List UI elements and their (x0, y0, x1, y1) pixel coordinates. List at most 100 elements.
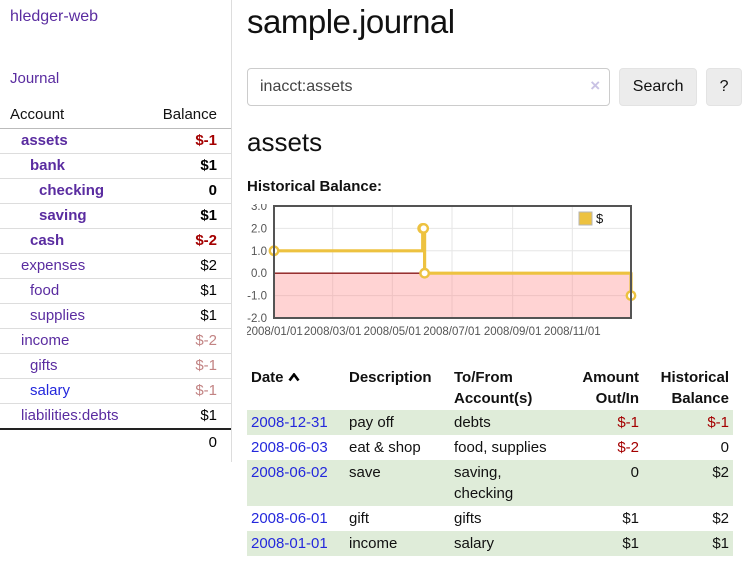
account-row: bank $1 (0, 154, 231, 179)
svg-text:2008/09/01: 2008/09/01 (484, 326, 542, 338)
sidebar: hledger-web Journal Account Balance asse… (0, 0, 232, 462)
svg-text:2.0: 2.0 (251, 223, 267, 235)
register-date-cell: 2008-06-03 (247, 435, 345, 460)
register-date-cell: 2008-01-01 (247, 531, 345, 556)
register-amount-cell: $1 (622, 535, 639, 552)
transaction-date-link[interactable]: 2008-01-01 (251, 535, 328, 552)
register-accounts-cell: salary (454, 535, 495, 552)
account-balance: $2 (200, 257, 217, 274)
account-link[interactable]: checking (39, 182, 105, 199)
help-button[interactable]: ? (706, 68, 742, 106)
account-link[interactable]: supplies (30, 307, 86, 324)
register-description-cell: gift (349, 510, 370, 527)
account-balance: $1 (200, 207, 217, 224)
column-header-amount: Amount Out/In (582, 369, 639, 407)
svg-text:-1.0: -1.0 (247, 291, 267, 303)
register-amount-cell: 0 (630, 464, 639, 481)
search-input[interactable] (247, 68, 611, 106)
app-brand-link[interactable]: hledger-web (10, 8, 99, 25)
sidebar-item-journal[interactable]: Journal (10, 70, 60, 87)
register-description-cell: eat & shop (349, 439, 421, 456)
account-balance: 0 (208, 182, 217, 199)
register-table: Date Description To/From Account(s) Amou… (247, 366, 733, 556)
account-row: gifts $-1 (0, 354, 231, 379)
historical-balance-chart: $3.0 2.0 1.0 0.0 -1.0 -2.0 2008/01/01 2008/03/0… (247, 204, 742, 344)
transaction-date-link[interactable]: 2008-06-02 (251, 464, 328, 481)
account-row: income $-2 (0, 329, 231, 354)
account-balance: $1 (200, 407, 217, 424)
accounts-rows: assets $-1 bank $1 checking 0 saving $1 cash $-2 e… (0, 129, 231, 428)
svg-text:2008/03/01: 2008/03/01 (304, 326, 362, 338)
chart-title: Historical Balance: (247, 178, 383, 195)
register-description-cell: income (349, 535, 398, 552)
account-balance: $-2 (195, 332, 217, 349)
account-link[interactable]: gifts (30, 357, 58, 374)
account-balance: $-1 (195, 357, 217, 374)
column-header-date[interactable]: Date (247, 366, 345, 410)
account-row: cash $-2 (0, 229, 231, 254)
account-row: supplies $1 (0, 304, 231, 329)
account-link[interactable]: assets (21, 132, 68, 149)
register-row: 2008-06-03 eat & shop food, supplies $-2 0 (247, 435, 733, 460)
search-button[interactable]: Search (619, 68, 698, 106)
account-link[interactable]: liabilities:debts (21, 407, 119, 424)
account-balance: $-2 (195, 232, 217, 249)
svg-text:2008/05/01: 2008/05/01 (364, 326, 422, 338)
register-date-cell: 2008-12-31 (247, 410, 345, 435)
main-content: sample.journal × Search ? assets Histori… (247, 0, 742, 556)
accounts-header-account: Account (10, 106, 65, 123)
register-date-cell: 2008-06-02 (247, 460, 345, 506)
accounts-header-balance: Balance (162, 106, 217, 123)
account-heading: assets (247, 127, 323, 157)
search-form: × Search ? (247, 68, 742, 106)
account-row: assets $-1 (0, 129, 231, 154)
account-row: checking 0 (0, 179, 231, 204)
register-description-cell: save (349, 464, 381, 481)
register-balance-cell: $2 (712, 464, 729, 481)
account-row: saving $1 (0, 204, 231, 229)
column-header-accounts: To/From Account(s) (454, 369, 533, 407)
column-header-description: Description (349, 369, 432, 386)
register-row: 2008-01-01 income salary $1 $1 (247, 531, 733, 556)
page-title: sample.journal (247, 3, 455, 40)
transaction-date-link[interactable]: 2008-06-01 (251, 510, 328, 527)
register-date-cell: 2008-06-01 (247, 506, 345, 531)
svg-text:1.0: 1.0 (251, 246, 267, 258)
account-row: salary $-1 (0, 379, 231, 404)
accounts-total: 0 (0, 428, 231, 455)
account-link[interactable]: food (30, 282, 60, 299)
register-amount-cell: $-1 (617, 414, 639, 431)
account-row: expenses $2 (0, 254, 231, 279)
register-accounts-cell: saving, checking (454, 464, 514, 502)
account-row: liabilities:debts $1 (0, 404, 231, 428)
register-row: 2008-12-31 pay off debts $-1 $-1 (247, 410, 733, 435)
register-accounts-cell: food, supplies (454, 439, 547, 456)
account-row: food $1 (0, 279, 231, 304)
transaction-date-link[interactable]: 2008-06-03 (251, 439, 328, 456)
svg-text:2008/01/01: 2008/01/01 (247, 326, 303, 338)
account-balance: $1 (200, 307, 217, 324)
clear-search-icon[interactable]: × (590, 76, 601, 95)
account-balance: $-1 (195, 382, 217, 399)
accounts-tree: Account Balance assets $-1 bank $1 checking 0… (0, 103, 231, 455)
account-link[interactable]: income (21, 332, 70, 349)
svg-text:0.0: 0.0 (251, 268, 267, 280)
register-amount-cell: $-2 (617, 439, 639, 456)
account-link[interactable]: cash (30, 232, 65, 249)
svg-text:-2.0: -2.0 (247, 313, 267, 325)
account-link[interactable]: expenses (21, 257, 86, 274)
svg-text:2008/11/01: 2008/11/01 (544, 326, 601, 338)
register-accounts-cell: debts (454, 414, 491, 431)
register-balance-cell: $-1 (707, 414, 729, 431)
register-balance-cell: $1 (712, 535, 729, 552)
account-link[interactable]: saving (39, 207, 87, 224)
register-amount-cell: $1 (622, 510, 639, 527)
account-balance: $1 (200, 282, 217, 299)
register-header-row: Date Description To/From Account(s) Amou… (247, 366, 733, 410)
account-balance: $-1 (195, 132, 217, 149)
account-link[interactable]: bank (30, 157, 66, 174)
transaction-date-link[interactable]: 2008-12-31 (251, 414, 328, 431)
account-link[interactable]: salary (30, 382, 71, 399)
column-header-balance: Historical Balance (660, 369, 729, 407)
register-balance-cell: 0 (720, 439, 729, 456)
